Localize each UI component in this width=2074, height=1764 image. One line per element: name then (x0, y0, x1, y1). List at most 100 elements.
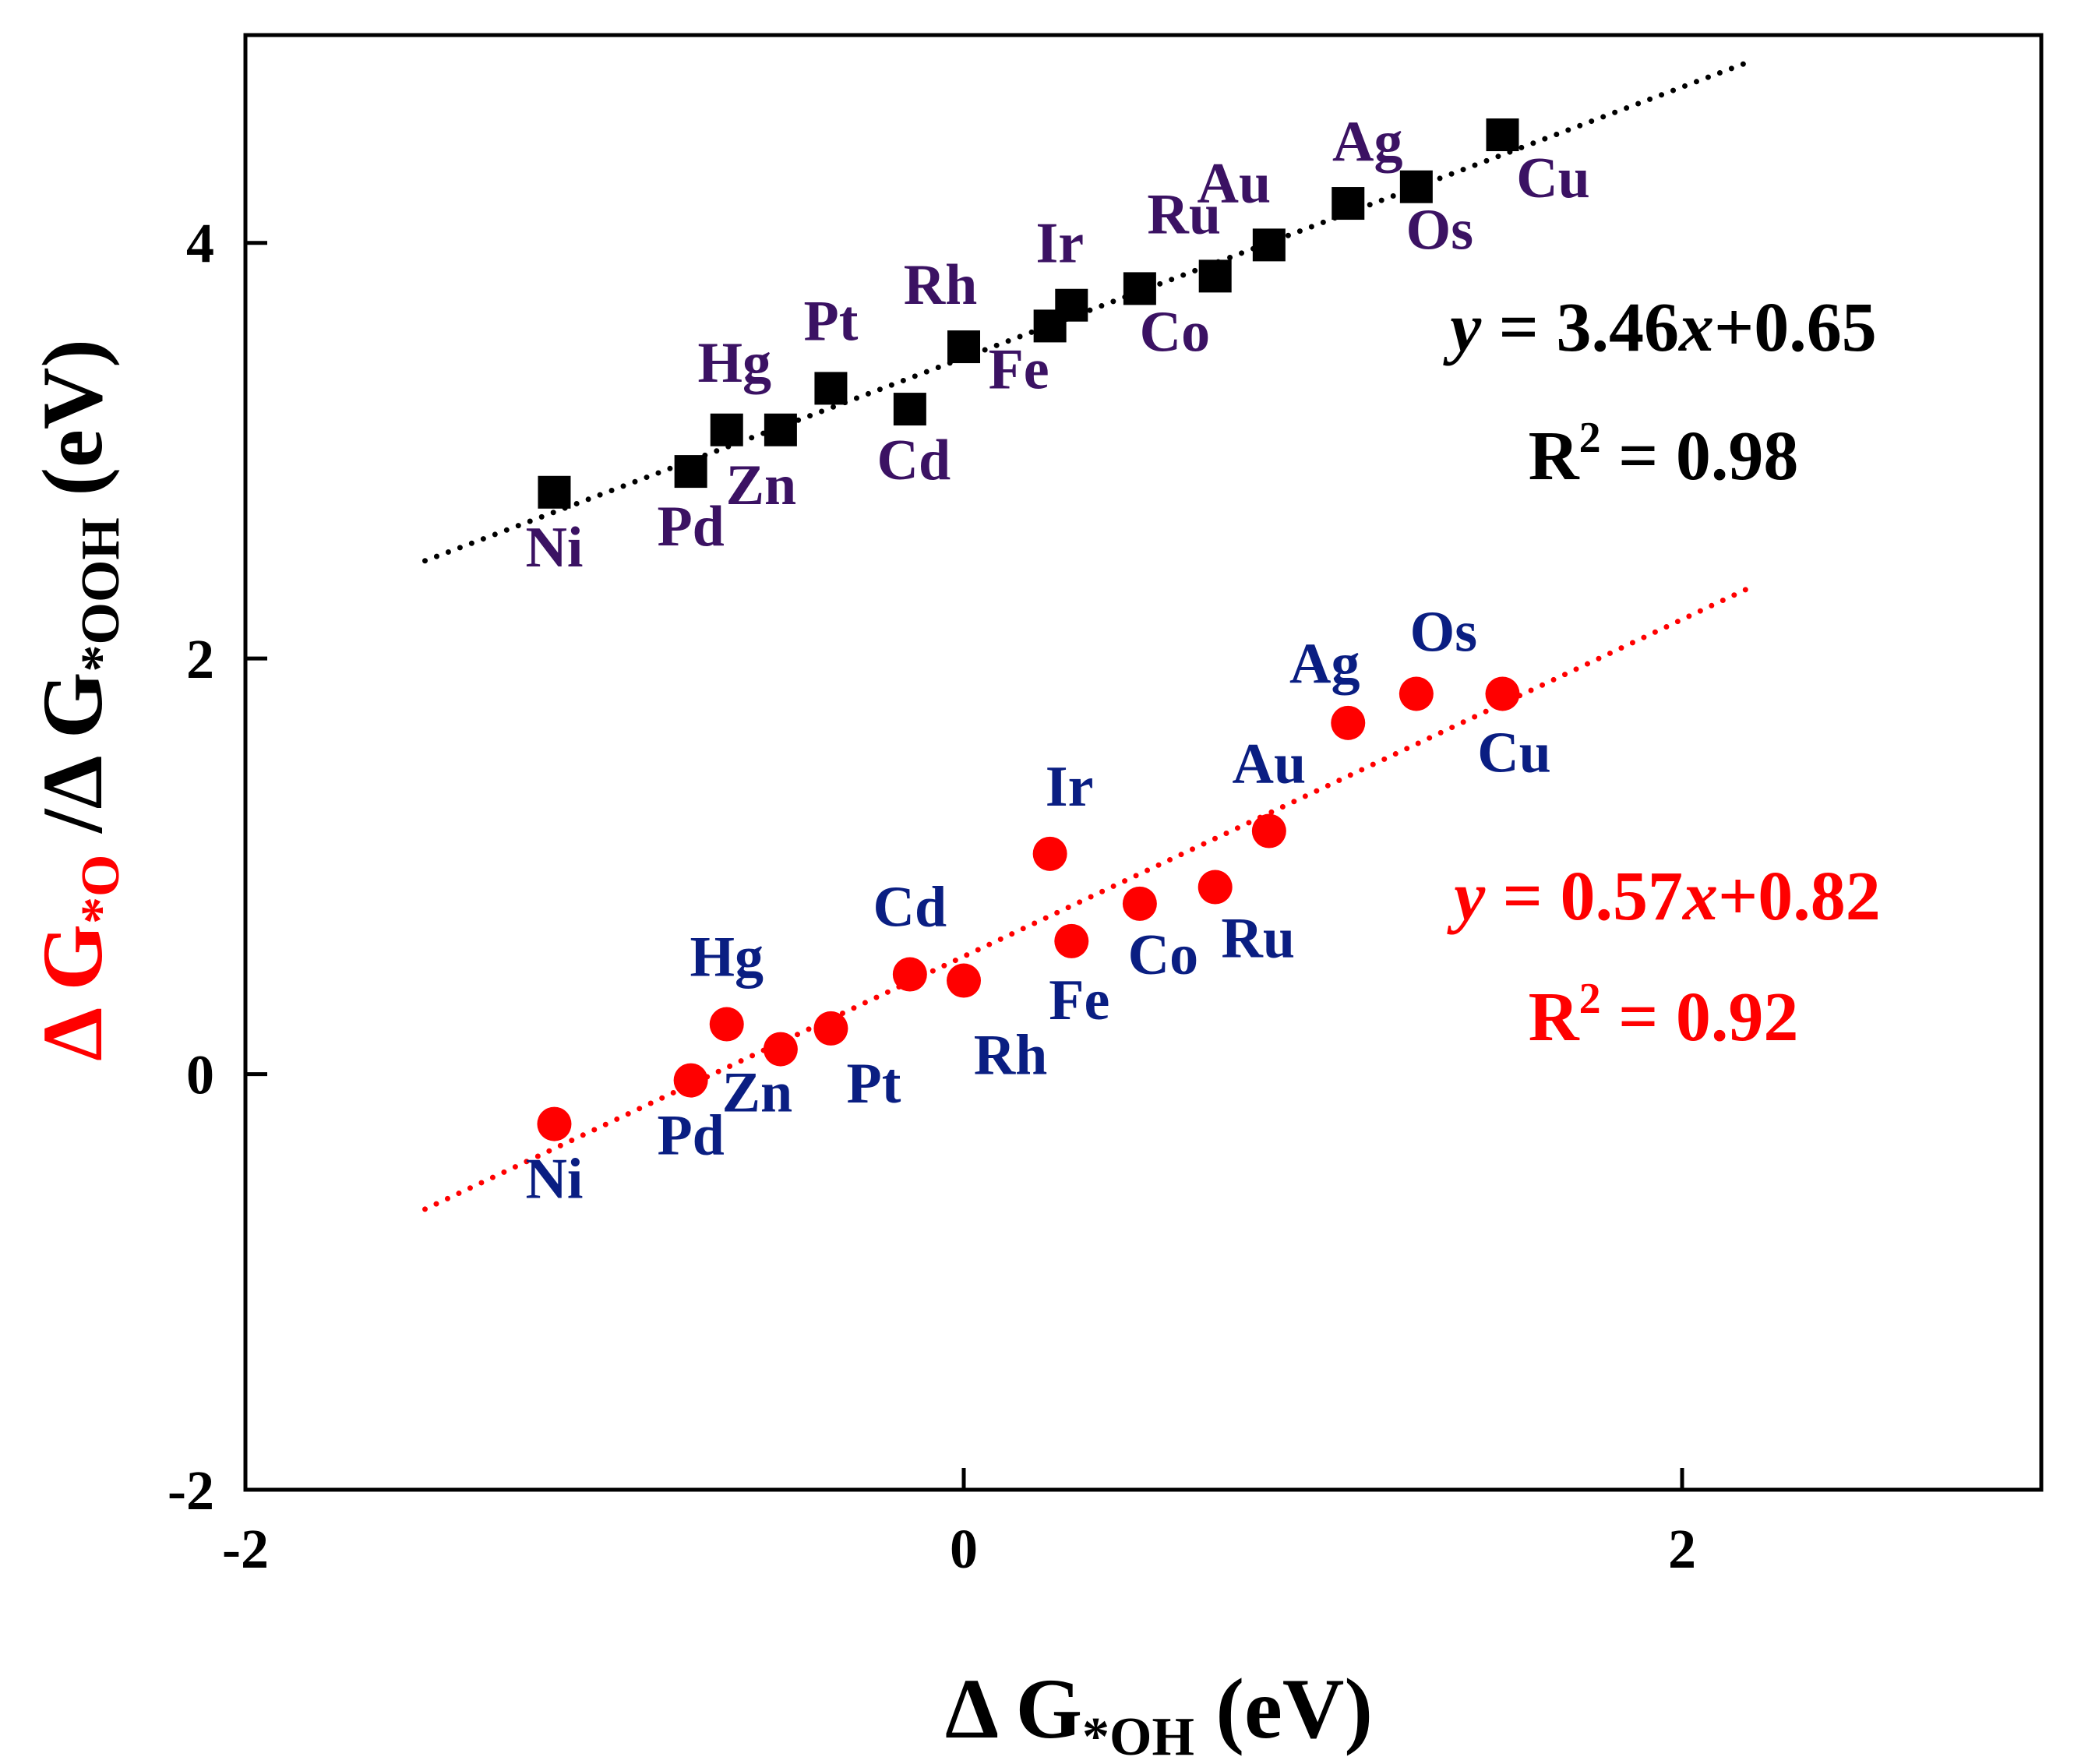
data-points (537, 118, 1520, 1141)
ooh-label-au: Au (1197, 151, 1272, 215)
ooh-point-cd (893, 393, 926, 426)
fit-equation-0: y = 3.46x+0.65 (1442, 289, 1877, 366)
ooh-point-rh (947, 330, 980, 364)
y-tick-label: 2 (186, 628, 214, 690)
y-tick-label: 0 (186, 1044, 214, 1106)
eq-intercept: +0.65 (1714, 289, 1877, 366)
ooh-label-pd: Pd (657, 495, 724, 559)
ooh-label-zn: Zn (726, 453, 797, 517)
plot-frame (243, 33, 2044, 1492)
o-label-ni: Ni (525, 1148, 583, 1212)
o-label-rh: Rh (974, 1024, 1048, 1088)
o-point-cd (892, 957, 927, 992)
r2-value: = 0.98 (1601, 418, 1799, 495)
ooh-point-os (1399, 170, 1433, 203)
y-axis-title: Δ G*O /Δ G*OOH (eV) (25, 339, 131, 1061)
ooh-point-zn (764, 413, 797, 446)
x-axis-title-unit: (eV) (1194, 1661, 1373, 1756)
r2-sup: 2 (1579, 414, 1601, 462)
r2-base: R (1529, 418, 1580, 495)
fit-lines (422, 57, 1757, 1212)
fit-equation-1: y = 0.57x+0.82 (1446, 858, 1881, 935)
x-tick-label: -2 (222, 1518, 269, 1580)
x-tick-label: 0 (950, 1518, 978, 1580)
fit-line-0 (422, 57, 1757, 564)
r2-base: R (1529, 979, 1580, 1056)
ooh-point-ru (1198, 259, 1232, 293)
ooh-label-ni: Ni (525, 516, 583, 580)
o-label-fe: Fe (1049, 968, 1109, 1032)
o-label-os: Os (1410, 600, 1477, 664)
ooh-point-hg (710, 413, 743, 446)
o-point-zn (763, 1032, 798, 1067)
fit-r2-0: R2 = 0.98 (1529, 414, 1799, 495)
ooh-point-ir (1055, 288, 1088, 322)
ooh-point-ni (538, 475, 571, 509)
o-label-cd: Cd (873, 876, 947, 940)
ooh-point-au (1252, 228, 1286, 262)
o-point-cu (1485, 676, 1520, 711)
ooh-point-ag (1332, 187, 1365, 220)
ooh-label-ag: Ag (1332, 110, 1402, 174)
o-label-co: Co (1128, 923, 1198, 987)
eq-y: y (1442, 289, 1482, 366)
ooh-label-co: Co (1140, 300, 1210, 364)
y-axis-title-unit: (eV) (25, 339, 120, 517)
y-axis-title-o-sub: *O (71, 855, 131, 924)
r2-sup: 2 (1579, 975, 1601, 1023)
x-axis-title-main: Δ G (945, 1661, 1082, 1756)
x-tick-label: 2 (1668, 1518, 1696, 1580)
y-tick-label: 4 (186, 213, 214, 275)
y-axis-title-ooh: Δ G (25, 672, 120, 809)
ooh-label-rh: Rh (904, 253, 978, 317)
eq-x: x (1681, 858, 1718, 935)
o-point-ni (537, 1106, 572, 1141)
ooh-point-pd (674, 455, 707, 489)
y-tick-label: -2 (168, 1459, 214, 1522)
o-point-au (1251, 813, 1286, 848)
ooh-label-hg: Hg (697, 331, 771, 395)
x-axis-title-sub: *OH (1082, 1707, 1194, 1764)
eq-slope: = 3.46 (1481, 289, 1679, 366)
y-axis-title-o: Δ G (25, 924, 120, 1061)
o-point-hg (709, 1007, 744, 1042)
eq-x: x (1677, 289, 1714, 366)
o-point-ru (1197, 870, 1233, 905)
y-axis-title-ooh-sub: *OOH (71, 517, 131, 672)
fit-r2-1: R2 = 0.92 (1529, 975, 1799, 1056)
o-point-pd (673, 1063, 708, 1098)
o-label-ru: Ru (1221, 907, 1295, 971)
o-point-co (1122, 886, 1157, 921)
o-label-hg: Hg (690, 926, 764, 990)
ooh-point-co (1123, 272, 1156, 305)
o-point-ag (1331, 705, 1366, 740)
x-axis-title: Δ G*OH (eV) (945, 1661, 1373, 1764)
o-label-cu: Cu (1477, 721, 1551, 785)
o-label-pt: Pt (847, 1052, 901, 1116)
eq-intercept: +0.82 (1718, 858, 1881, 935)
o-point-os (1399, 676, 1434, 711)
o-label-ag: Ag (1289, 632, 1360, 696)
eq-slope: = 0.57 (1485, 858, 1683, 935)
o-label-zn: Zn (722, 1061, 793, 1125)
ooh-label-pt: Pt (804, 289, 859, 353)
o-point-fe (1054, 923, 1089, 958)
ooh-label-cu: Cu (1516, 146, 1590, 210)
eq-y: y (1446, 858, 1486, 935)
ooh-label-os: Os (1406, 199, 1473, 263)
ooh-label-cd: Cd (877, 429, 951, 492)
ooh-point-pt (814, 372, 848, 405)
o-label-pd: Pd (657, 1104, 724, 1168)
fit-line-1 (422, 583, 1757, 1212)
o-label-au: Au (1233, 732, 1307, 796)
ooh-label-ir: Ir (1035, 212, 1084, 276)
o-point-rh (947, 963, 981, 998)
o-point-ir (1032, 836, 1067, 871)
ooh-label-fe: Fe (989, 337, 1049, 401)
r2-value: = 0.92 (1601, 979, 1799, 1056)
ooh-point-cu (1486, 118, 1519, 152)
o-point-pt (813, 1011, 848, 1046)
